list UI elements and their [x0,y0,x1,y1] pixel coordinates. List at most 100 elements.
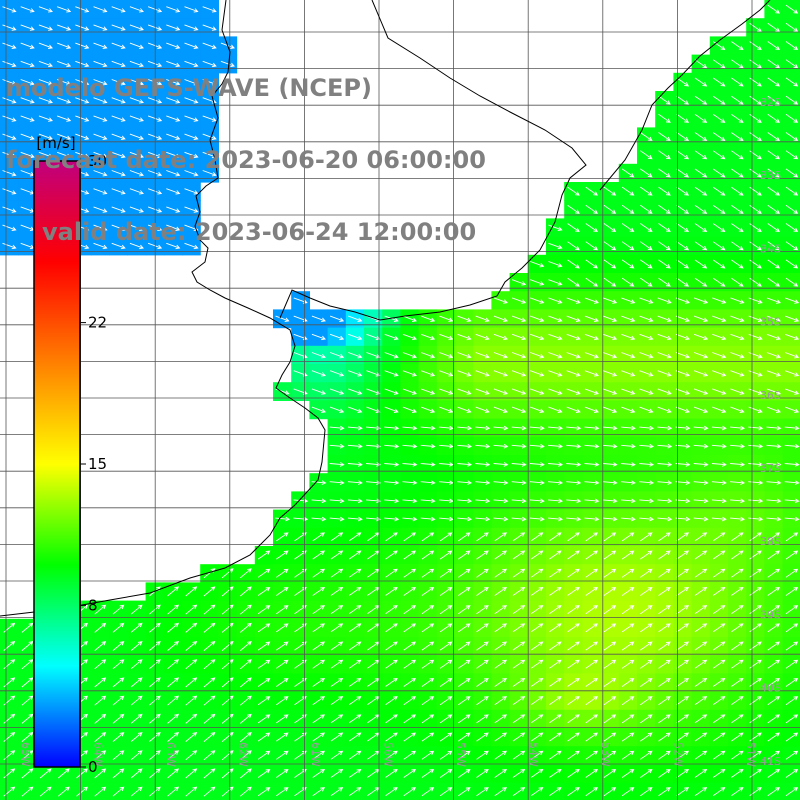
wind-arrow [94,731,107,742]
wind-arrow [220,60,235,68]
wind-arrow [567,641,580,651]
wind-arrow [312,568,326,578]
wind-arrow [421,568,435,578]
wind-arrow [439,714,453,724]
wind-arrow [566,462,582,467]
wind-arrow [748,352,763,359]
wind-arrow [731,59,744,69]
wind-arrow [221,750,234,761]
wind-arrow [439,370,454,377]
wind-arrow [603,223,617,233]
wind-arrow [439,677,453,687]
wind-arrow [767,605,781,615]
wind-arrow [603,641,617,651]
wind-arrow [657,352,672,359]
wind-arrow [621,259,635,269]
wind-arrow [785,41,799,51]
wind-arrow [731,605,744,615]
wind-arrow [694,113,708,123]
wind-arrow [21,695,34,706]
wind-arrow [185,622,198,633]
wind-arrow [185,659,198,670]
wind-arrow [676,150,690,160]
wind-arrow [731,532,744,542]
wind-arrow [602,443,618,449]
wind-arrow [603,586,617,596]
wind-arrow [167,677,179,688]
wind-arrow [476,623,489,633]
longitude-label: 56W [382,742,395,767]
wind-arrow [276,605,289,615]
wind-arrow [3,768,16,779]
wind-arrow [530,641,544,651]
wind-arrow [385,568,398,578]
wind-arrow [329,516,345,522]
wind-arrow [621,223,635,233]
wind-arrow [348,659,362,669]
wind-arrow [221,731,234,742]
wind-arrow [530,370,545,377]
wind-arrow [567,223,580,233]
wind-arrow [75,115,90,122]
wind-arrow [603,768,617,778]
colorbar-tick-label: 15 [88,455,107,473]
wind-arrow [785,550,799,560]
wind-arrow [640,605,653,615]
wind-arrow [785,259,799,269]
wind-arrow [784,406,800,413]
wind-arrow [240,640,252,651]
wind-arrow [75,42,90,49]
wind-arrow [694,641,708,651]
wind-arrow [585,204,599,214]
wind-arrow [640,150,653,160]
wind-arrow [748,297,763,304]
wind-arrow [112,768,125,779]
wind-arrow [403,768,417,778]
wind-arrow [549,768,562,778]
wind-arrow [621,352,636,359]
wind-arrow [640,259,653,269]
wind-arrow [585,732,599,742]
wind-arrow [567,568,580,578]
wind-arrow [749,532,762,542]
wind-arrow [56,97,72,104]
wind-arrow [730,352,745,359]
latitude-label: 35S [760,316,781,329]
wind-arrow [712,352,727,359]
wind-arrow [276,641,289,651]
wind-arrow [712,768,726,778]
wind-arrow [184,206,199,213]
wind-arrow [621,388,636,395]
wind-arrow [640,168,653,178]
wind-arrow [311,480,327,485]
wind-arrow [3,622,16,633]
wind-arrow [731,277,744,287]
wind-arrow [640,659,653,669]
wind-arrow [639,516,655,522]
wind-arrow [111,60,126,68]
wind-arrow [147,6,163,13]
wind-arrow [257,641,271,651]
wind-arrow [785,95,799,105]
wind-arrow [203,604,216,615]
wind-arrow [767,168,781,178]
wind-arrow [221,586,234,597]
wind-arrow [585,186,599,196]
wind-arrow [658,113,671,123]
wind-arrow [311,352,326,359]
wind-arrow [38,115,53,122]
wind-arrow [584,370,599,377]
wind-arrow [676,204,690,214]
wind-arrow [694,787,708,797]
wind-arrow [749,714,762,724]
wind-arrow [529,425,545,431]
wind-arrow [475,333,490,341]
wind-arrow [694,168,708,178]
wind-arrow [403,623,417,633]
wind-arrow [93,42,108,49]
wind-arrow [129,24,144,31]
wind-arrow [366,516,382,522]
wind-arrow [476,732,489,742]
wind-arrow [712,95,726,105]
wind-arrow [640,532,653,542]
